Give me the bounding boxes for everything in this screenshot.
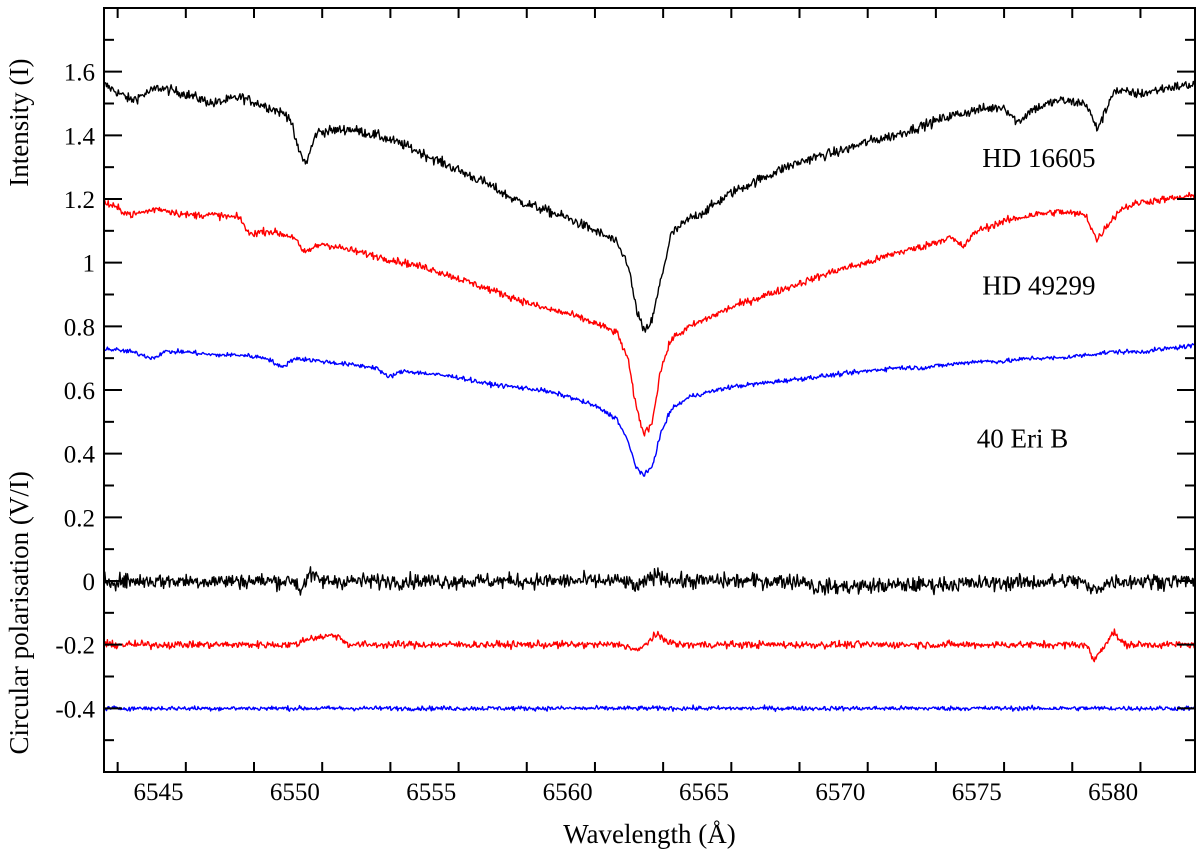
y-tick-label: 1.2 xyxy=(64,187,95,214)
y-tick-label: 0.4 xyxy=(64,442,96,469)
x-tick-label: 6575 xyxy=(952,779,1002,806)
x-tick-label: 6555 xyxy=(406,779,456,806)
annotation-layer: HD 16605 HD 49299 40 Eri B xyxy=(977,143,1096,453)
series-annotation-0: HD 16605 xyxy=(982,143,1095,173)
y-tick-label: -0.4 xyxy=(55,696,95,723)
intensity-line-0 xyxy=(103,80,1196,333)
tick-layer xyxy=(104,8,1195,772)
y-tick-label: 1 xyxy=(83,251,96,278)
x-tick-label: 6545 xyxy=(134,779,184,806)
y-axis-title-polarisation: Circular polarisation (V/I) xyxy=(4,471,34,754)
y-tick-label: 0.8 xyxy=(64,314,95,341)
y-tick-label: 0.2 xyxy=(64,505,95,532)
label-layer: 6545 6550 6555 6560 6565 6570 6575 6580 -0.4 -0.2… xyxy=(55,60,1138,806)
polarisation-line-3 xyxy=(103,566,1196,596)
y-tick-label: 1.4 xyxy=(64,123,96,150)
series-annotation-2: 40 Eri B xyxy=(977,423,1069,453)
plot-frame xyxy=(103,7,1196,773)
intensity-line-1 xyxy=(103,191,1196,437)
polarisation-line-5 xyxy=(103,704,1196,713)
y-axis-title-intensity: Intensity (I) xyxy=(4,58,34,186)
y-tick-label: 1.6 xyxy=(64,60,95,87)
intensity-line-2 xyxy=(103,343,1196,477)
polarisation-line-4 xyxy=(103,628,1196,663)
x-tick-label: 6580 xyxy=(1088,779,1138,806)
series-annotation-1: HD 49299 xyxy=(982,271,1095,301)
y-tick-label: 0.6 xyxy=(64,378,95,405)
x-tick-label: 6550 xyxy=(270,779,320,806)
y-tick-label: -0.2 xyxy=(55,633,95,660)
x-tick-label: 6570 xyxy=(815,779,865,806)
series-layer xyxy=(103,80,1196,713)
x-tick-label: 6565 xyxy=(679,779,729,806)
x-tick-label: 6560 xyxy=(543,779,593,806)
x-axis-title: Wavelength (Å) xyxy=(563,819,736,849)
y-tick-label: 0 xyxy=(83,569,96,596)
